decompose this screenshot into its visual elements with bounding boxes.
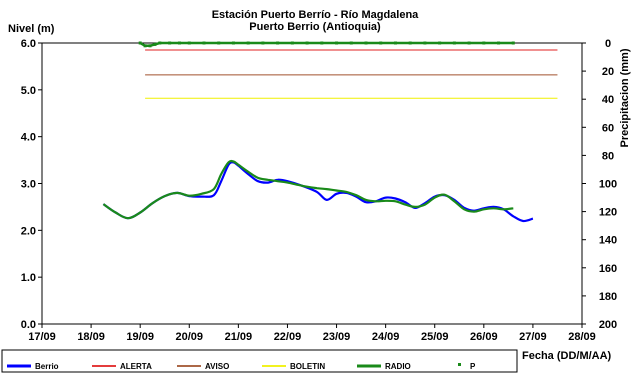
y2-axis-label: Precipitacion (mm) <box>619 48 631 147</box>
x-tick-label: 28/09 <box>568 331 596 343</box>
legend-label-boletin: BOLETIN <box>290 362 325 371</box>
series-point-p <box>158 41 162 45</box>
y2-tick-label: 160 <box>599 263 617 275</box>
series-point-p <box>467 41 471 45</box>
y-tick-label: 1.0 <box>21 272 36 284</box>
series-point-p <box>349 41 353 45</box>
x-tick-label: 20/09 <box>176 331 204 343</box>
x-tick-label: 21/09 <box>225 331 253 343</box>
x-tick-label: 22/09 <box>274 331 302 343</box>
series-point-p <box>511 41 515 45</box>
series-line-berrio <box>102 161 534 223</box>
y2-tick-label: 60 <box>602 122 614 134</box>
series-point-p <box>364 41 368 45</box>
series-point-p <box>153 42 157 46</box>
series-point-p <box>320 41 324 45</box>
y2-tick-label: 120 <box>599 207 617 219</box>
series-point-p <box>202 41 206 45</box>
y-tick-label: 5.0 <box>21 85 36 97</box>
y-tick-label: 3.0 <box>21 179 36 191</box>
x-tick-label: 18/09 <box>77 331 105 343</box>
series-point-p <box>497 41 501 45</box>
series-point-p <box>177 41 181 45</box>
y2-tick-label: 200 <box>599 319 617 331</box>
series-point-p <box>261 41 265 45</box>
series-point-p <box>408 41 412 45</box>
x-tick-label: 19/09 <box>126 331 154 343</box>
series-line-radio <box>102 159 514 220</box>
series-point-p <box>246 41 250 45</box>
x-tick-label: 25/09 <box>421 331 449 343</box>
x-axis-label: Fecha (DD/M/AA) <box>522 350 612 362</box>
y2-tick-label: 0 <box>605 38 611 50</box>
legend-label-aviso: AVISO <box>205 362 229 371</box>
series-point-p <box>168 41 172 45</box>
y2-tick-label: 140 <box>599 235 617 247</box>
legend-label-p: P <box>470 362 476 371</box>
y2-tick-label: 80 <box>602 150 614 162</box>
series-point-p <box>148 44 152 48</box>
plot-area-border <box>41 42 583 325</box>
x-tick-label: 24/09 <box>372 331 400 343</box>
series-point-p <box>438 41 442 45</box>
x-tick-label: 17/09 <box>28 331 56 343</box>
x-tick-label: 27/09 <box>519 331 547 343</box>
legend-box <box>1 349 518 373</box>
y-tick-label: 4.0 <box>21 132 36 144</box>
legend-label-alerta: ALERTA <box>120 362 152 371</box>
series-point-p <box>423 41 427 45</box>
series-point-p <box>393 41 397 45</box>
x-tick-label: 23/09 <box>323 331 351 343</box>
series-point-p <box>231 41 235 45</box>
series-point-p <box>276 41 280 45</box>
y2-tick-label: 180 <box>599 291 617 303</box>
chart-subtitle: Puerto Berrio (Antioquia) <box>249 21 381 33</box>
y2-tick-label: 40 <box>602 94 614 106</box>
y-axis-label: Nivel (m) <box>8 23 55 35</box>
y2-tick-label: 100 <box>599 179 617 191</box>
series-point-p <box>482 41 486 45</box>
series-point-p <box>217 41 221 45</box>
y2-tick-label: 20 <box>602 66 614 78</box>
y-tick-label: 6.0 <box>21 38 36 50</box>
series-point-p <box>305 41 309 45</box>
series-point-p <box>290 41 294 45</box>
series-point-p <box>335 41 339 45</box>
legend-label-berrio: Berrio <box>35 362 59 371</box>
legend-swatch-p <box>458 363 461 366</box>
series-point-p <box>452 41 456 45</box>
series-point-p <box>187 41 191 45</box>
legend-label-radio: RADIO <box>385 362 411 371</box>
chart-title: Estación Puerto Berrío - Río Magdalena <box>212 9 419 21</box>
series-line-p <box>139 41 514 48</box>
x-tick-label: 26/09 <box>470 331 498 343</box>
series-point-p <box>379 41 383 45</box>
y-tick-label: 2.0 <box>21 225 36 237</box>
series-point-p <box>143 44 147 48</box>
y-tick-label: 0.0 <box>21 319 36 331</box>
series-point-p <box>138 41 142 45</box>
